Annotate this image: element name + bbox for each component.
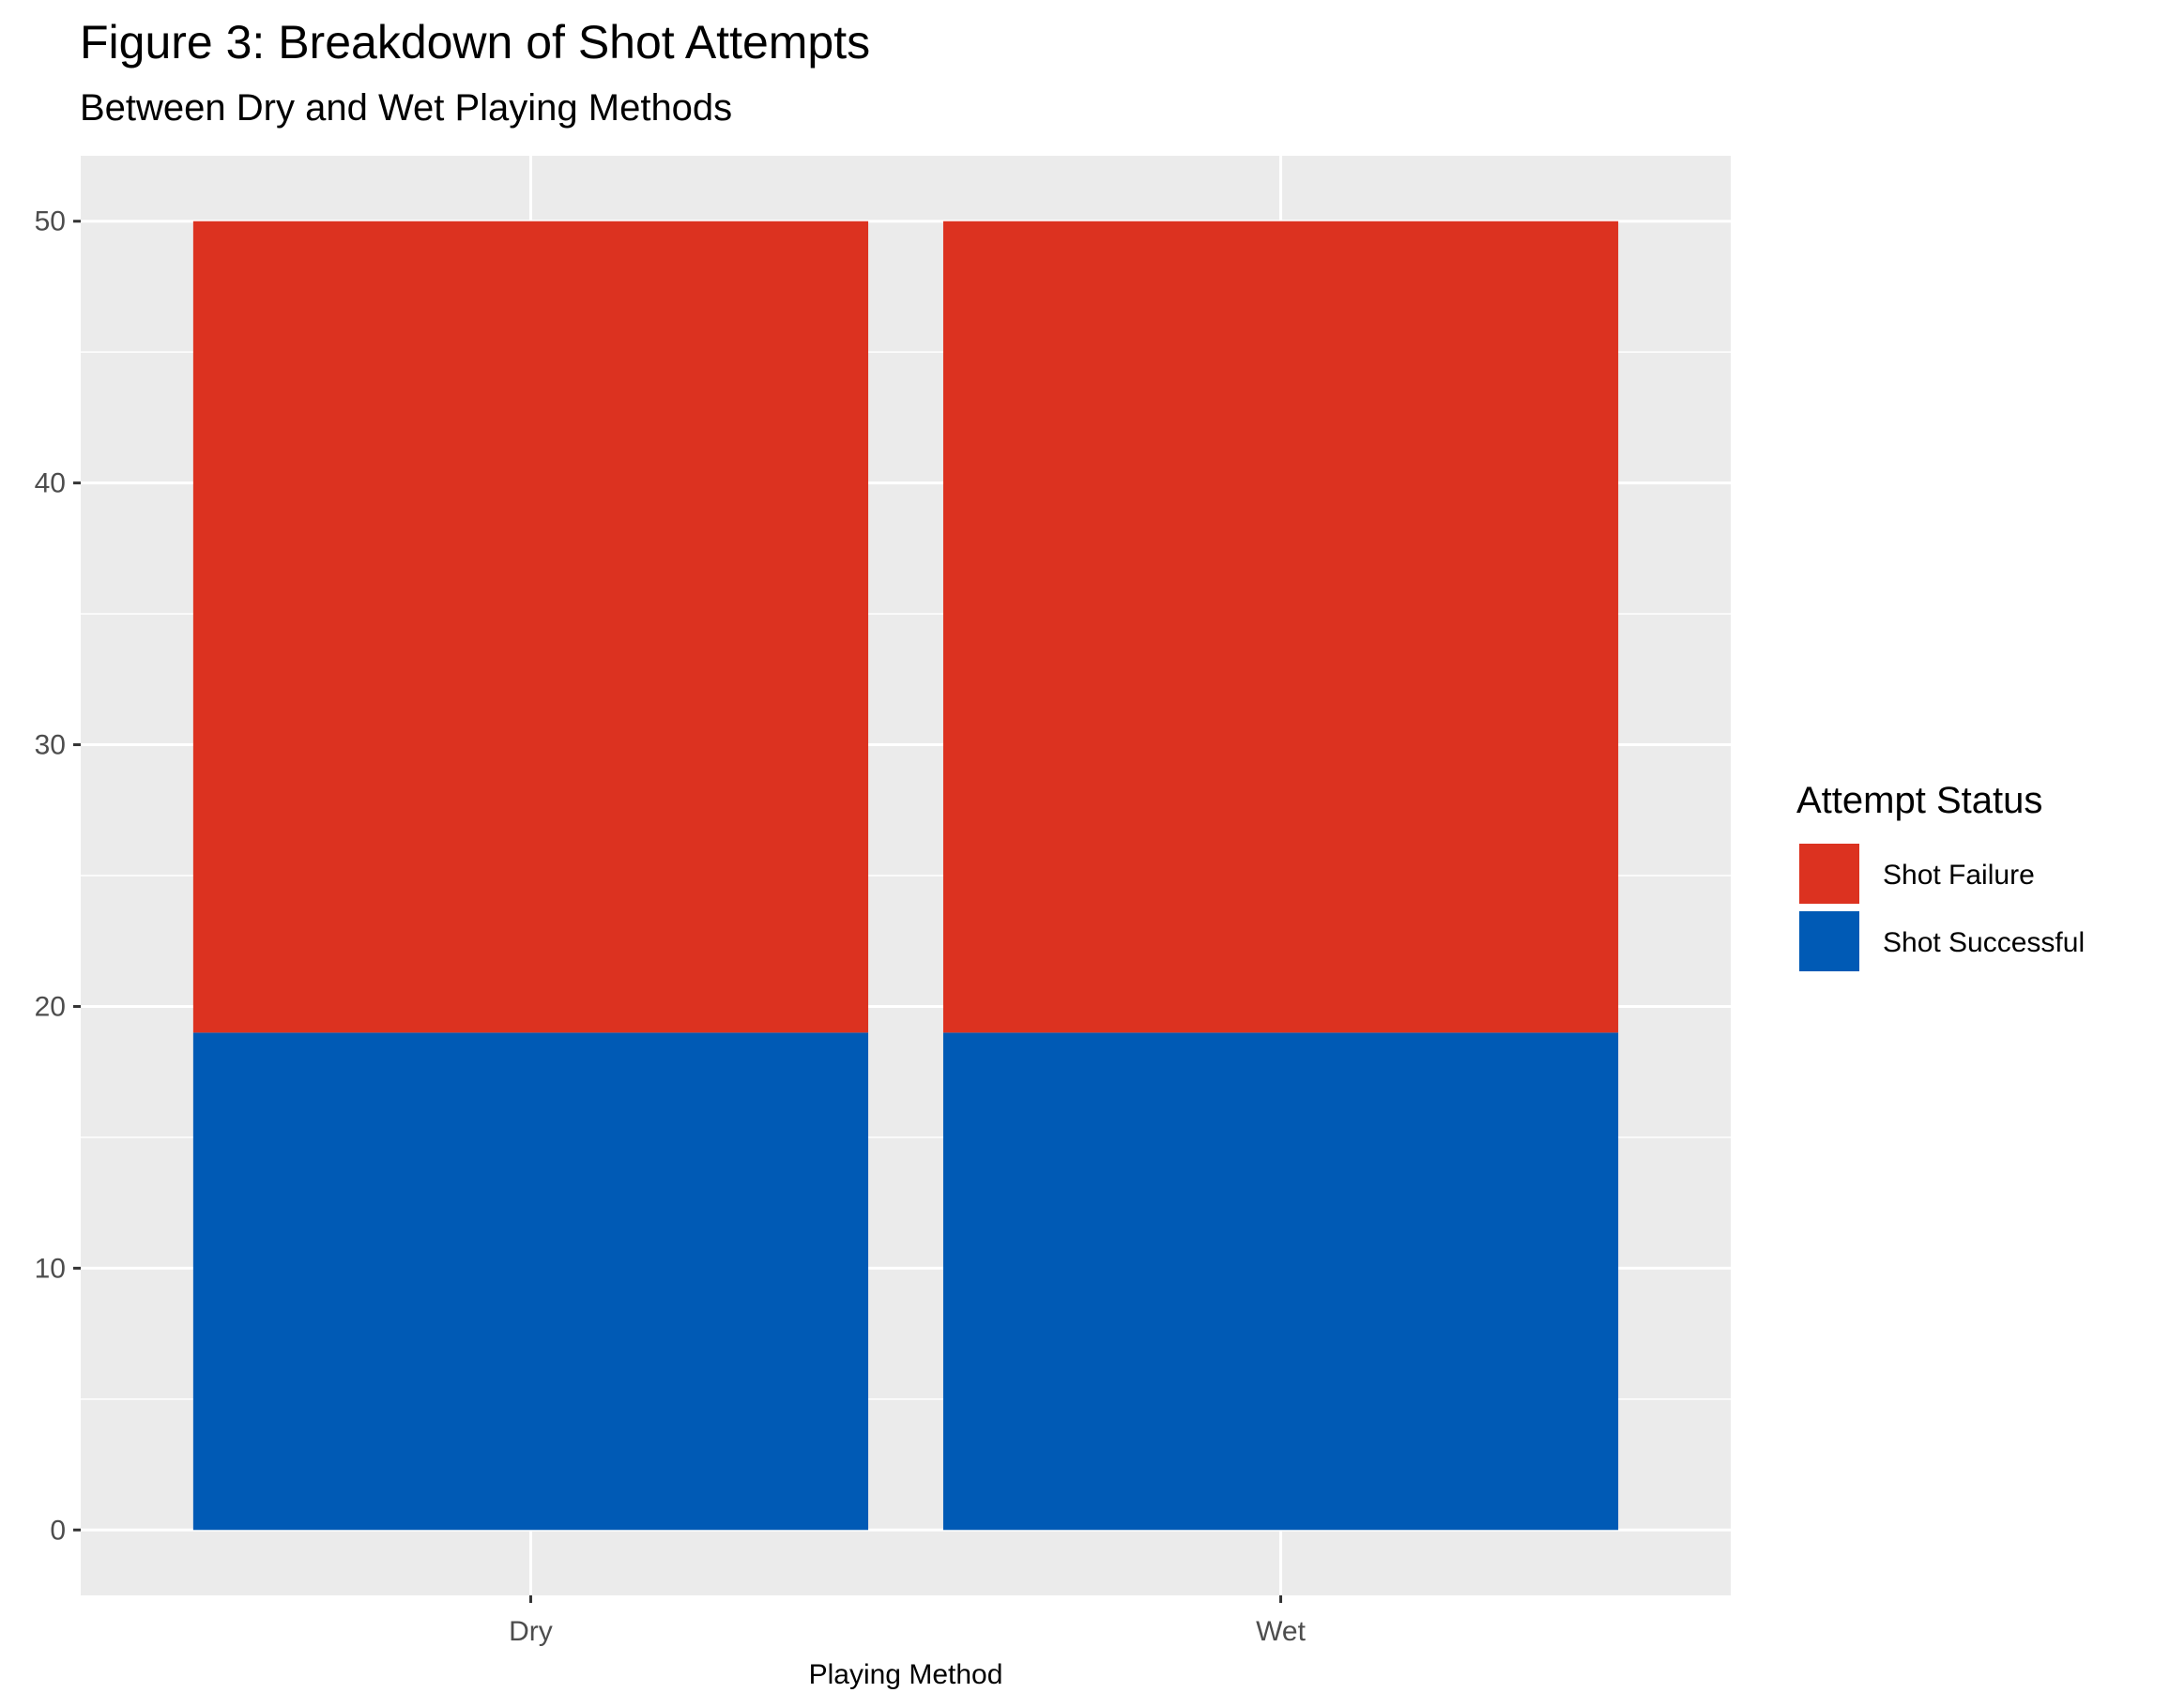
legend-item-shot-failure[interactable]: Shot Failure — [1797, 842, 2035, 906]
x-tick-label: Dry — [509, 1616, 553, 1647]
x-axis-title: Playing Method — [809, 1659, 1003, 1690]
bars — [192, 221, 1619, 1531]
chart-subtitle: Between Dry and Wet Playing Methods — [80, 87, 732, 129]
chart-title: Figure 3: Breakdown of Shot Attempts — [80, 16, 870, 69]
y-tick-label: 20 — [35, 991, 66, 1022]
legend-item-shot-successful[interactable]: Shot Successful — [1797, 909, 2085, 973]
bar-dry-shot-failure — [192, 221, 869, 1033]
x-tick-label: Wet — [1256, 1616, 1306, 1647]
x-axis: Dry Wet — [509, 1595, 1307, 1647]
y-tick-label: 40 — [35, 468, 66, 499]
legend-swatch — [1797, 909, 1861, 973]
y-tick-label: 10 — [35, 1253, 66, 1284]
legend-swatch — [1797, 842, 1861, 906]
y-tick-label: 30 — [35, 730, 66, 761]
bar-wet-shot-successful — [942, 1032, 1619, 1531]
legend-label: Shot Successful — [1883, 927, 2085, 958]
y-axis: 0 10 20 30 40 50 — [35, 206, 81, 1546]
bar-dry-shot-successful — [192, 1032, 869, 1531]
legend-label: Shot Failure — [1883, 860, 2035, 891]
legend-title: Attempt Status — [1796, 780, 2042, 821]
y-tick-label: 0 — [50, 1515, 66, 1546]
legend[interactable]: Attempt Status Shot Failure Shot Successf… — [1796, 780, 2085, 973]
bar-wet-shot-failure — [942, 221, 1619, 1033]
y-tick-label: 50 — [35, 206, 66, 237]
